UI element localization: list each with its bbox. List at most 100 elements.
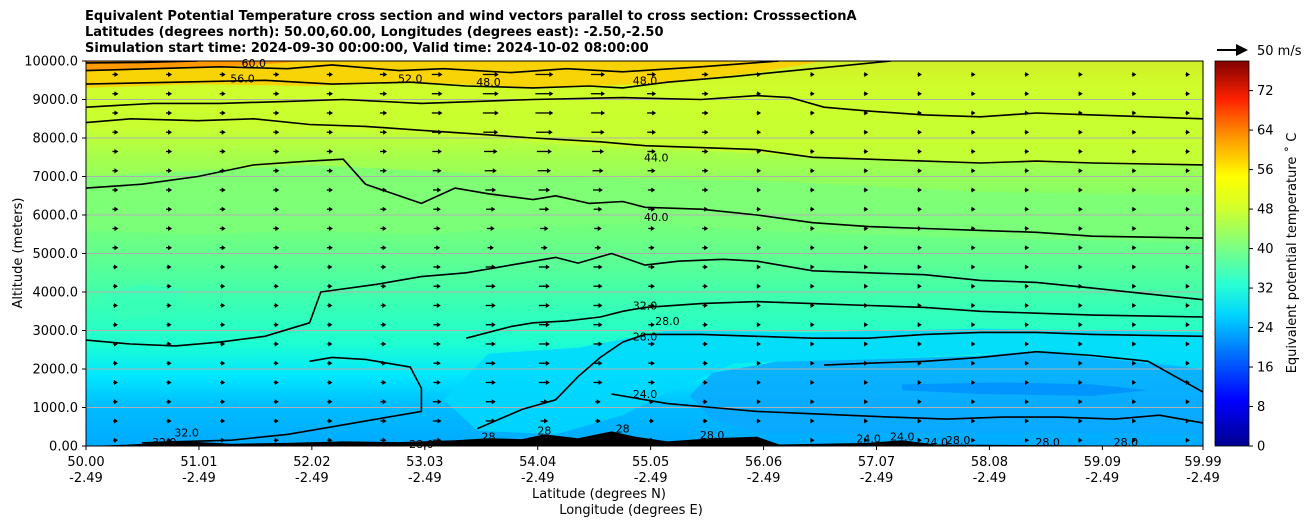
- wind-vector-head: [491, 399, 496, 405]
- wind-vector-head: [757, 110, 762, 116]
- wind-vector-head: [917, 187, 922, 193]
- wind-vector-head: [1132, 110, 1137, 116]
- wind-vector-head: [549, 91, 554, 97]
- wind-vector-head: [650, 264, 655, 270]
- wind-vector-head: [436, 322, 441, 328]
- wind-vector-head: [704, 91, 709, 97]
- wind-vector-head: [810, 379, 815, 385]
- wind-vector-head: [652, 91, 657, 97]
- wind-vector-head: [328, 418, 333, 424]
- wind-vector-head: [383, 129, 388, 135]
- x-axis-label-2: Longitude (degrees E): [559, 503, 703, 518]
- wind-vector-head: [864, 71, 869, 77]
- wind-vector-head: [328, 360, 333, 366]
- wind-vector-head: [598, 283, 603, 289]
- x-tick-label-lat: 50.00: [67, 455, 104, 470]
- wind-vector-head: [704, 168, 709, 174]
- wind-vector-head: [1132, 168, 1137, 174]
- wind-vector-head: [917, 283, 922, 289]
- wind-vector-head: [1132, 399, 1137, 405]
- wind-vector-head: [1078, 245, 1083, 251]
- contour-label: 24.0: [924, 436, 949, 449]
- wind-vector-head: [703, 418, 708, 424]
- wind-vector-head: [598, 341, 603, 347]
- colorbar: 0 8 16 24 32 40 48 56 64 72 Equivalent potential …: [1214, 60, 1300, 455]
- wind-vector-head: [491, 206, 496, 212]
- wind-vector-head: [864, 322, 869, 328]
- x-axis-label: Latitude (degrees N): [532, 487, 666, 502]
- y-tick-label: 3000.0: [33, 324, 79, 339]
- wind-vector-head: [971, 283, 976, 289]
- wind-vector-head: [1132, 91, 1137, 97]
- wind-vector-head: [328, 283, 333, 289]
- wind-vector-head: [864, 399, 869, 405]
- wind-vector-head: [971, 302, 976, 308]
- x-tick-label-lat: 54.04: [519, 455, 556, 470]
- wind-vector-head: [1132, 206, 1137, 212]
- wind-vector-head: [1024, 360, 1029, 366]
- wind-vector-head: [329, 71, 334, 77]
- wind-vector-head: [917, 245, 922, 251]
- wind-vector-head: [545, 341, 550, 347]
- wind-vector-head: [328, 379, 333, 385]
- wind-vector-head: [328, 264, 333, 270]
- wind-vector-head: [1078, 129, 1083, 135]
- title-line-1: Equivalent Potential Temperature cross s…: [85, 9, 857, 24]
- wind-vector-head: [810, 437, 815, 443]
- colorbar-tick-label: 64: [1257, 124, 1274, 139]
- y-tick-label: 9000.0: [33, 93, 79, 108]
- wind-vector-head: [167, 360, 172, 366]
- colorbar-tick-label: 48: [1257, 203, 1274, 218]
- wind-vector-head: [598, 206, 603, 212]
- wind-vector-head: [221, 322, 226, 328]
- wind-vector-head: [113, 322, 118, 328]
- wind-vector-head: [1132, 148, 1137, 154]
- wind-vector-head: [1024, 399, 1029, 405]
- wind-vector-head: [274, 302, 279, 308]
- wind-vector-head: [757, 129, 762, 135]
- wind-vector-head: [917, 418, 922, 424]
- x-tick-label-lon: -2.49: [295, 471, 329, 486]
- wind-vector-head: [492, 168, 497, 174]
- wind-vector-head: [971, 129, 976, 135]
- wind-vector-head: [167, 379, 172, 385]
- contour-line: [141, 356, 423, 444]
- wind-vector-head: [275, 110, 280, 116]
- wind-vector-head: [328, 302, 333, 308]
- wind-vector-head: [168, 148, 173, 154]
- wind-vector-head: [756, 302, 761, 308]
- wind-vector-head: [275, 91, 280, 97]
- wind-vector-head: [596, 418, 601, 424]
- wind-vector-head: [545, 264, 550, 270]
- contour-label: 28: [616, 423, 630, 436]
- wind-vector-head: [864, 91, 869, 97]
- wind-vector-head: [1078, 437, 1083, 443]
- x-tick-label-lon: -2.49: [1186, 471, 1220, 486]
- wind-vector-head: [545, 206, 550, 212]
- contour-label: 56.0: [230, 72, 255, 85]
- wind-vector-head: [113, 302, 118, 308]
- wind-vector-head: [598, 379, 603, 385]
- wind-vector-head: [1132, 225, 1137, 231]
- x-tick-label-lon: -2.49: [860, 471, 894, 486]
- wind-vector-head: [382, 341, 387, 347]
- wind-vector-head: [382, 302, 387, 308]
- wind-vector-head: [438, 91, 443, 97]
- wind-vector-head: [274, 418, 279, 424]
- wind-vector-head: [1185, 71, 1190, 77]
- wind-vector-head: [864, 225, 869, 231]
- wind-vector-head: [1185, 206, 1190, 212]
- wind-vector-head: [650, 225, 655, 231]
- title-line-3: Simulation start time: 2024-09-30 00:00:…: [85, 41, 649, 56]
- wind-vector-head: [971, 245, 976, 251]
- y-tick-label: 5000.0: [33, 247, 79, 262]
- wind-vector-head: [650, 341, 655, 347]
- wind-vector-head: [650, 283, 655, 289]
- contour-label: 52.0: [398, 72, 423, 85]
- x-axis: 50.00-2.4951.01-2.4952.02-2.4953.03-2.49…: [67, 446, 1222, 486]
- contour-line: [611, 393, 1203, 424]
- wind-vector-head: [651, 187, 656, 193]
- wind-vector-head: [650, 245, 655, 251]
- wind-vector-head: [1025, 206, 1030, 212]
